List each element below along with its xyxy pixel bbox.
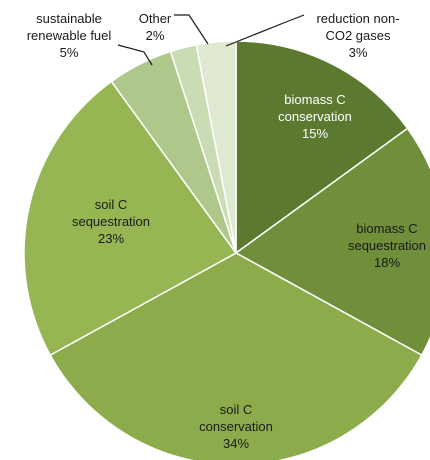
slice-label-0: biomass C conservation 15% [278,92,352,141]
slice-label-line: biomass C [284,92,345,107]
slice-label-line: sustainable [36,11,102,26]
slice-percent: 2% [146,28,165,43]
pie-slice-0 [235,40,409,255]
slice-label-line: sequestration [72,214,150,229]
slice-label-line: conservation [278,109,352,124]
leader-lines [117,14,305,66]
slice-label-5: Other 2% [139,11,172,43]
slice-percent: 15% [302,126,328,141]
slice-label-3: soil C sequestration 23% [72,197,150,246]
leader-line-6 [225,14,305,47]
slice-label-2: soil C conservation 34% [199,402,273,451]
slice-label-line: CO2 gases [325,28,391,43]
slice-percent: 18% [374,255,400,270]
slice-label-line: conservation [199,419,273,434]
leader-line-5 [174,14,209,45]
slice-label-line: sequestration [348,238,426,253]
pie-slice-3 [23,80,238,357]
slice-label-line: soil C [95,197,128,212]
pie-slices [23,40,430,460]
slice-labels: biomass C conservation 15% biomass C sequest… [27,11,426,451]
slice-label-line: Other [139,11,172,26]
pie-slice-1 [234,127,430,357]
pie-slice-6 [195,40,237,254]
slice-label-6: reduction non- CO2 gases 3% [316,11,399,60]
slice-label-line: biomass C [356,221,417,236]
slice-label-line: reduction non- [316,11,399,26]
slice-percent: 34% [223,436,249,451]
slice-label-line: soil C [220,402,253,417]
slice-label-line: renewable fuel [27,28,112,43]
slice-percent: 23% [98,231,124,246]
slice-label-4: sustainable renewable fuel 5% [27,11,112,60]
slice-label-1: biomass C sequestration 18% [348,221,426,270]
leader-line-4 [117,44,153,66]
slice-percent: 3% [349,45,368,60]
slice-percent: 5% [60,45,79,60]
